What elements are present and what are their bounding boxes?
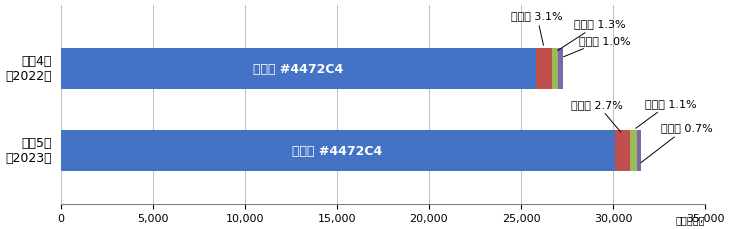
Bar — [61, 49, 537, 90]
Text: 著作権 2.7%: 著作権 2.7% — [571, 99, 623, 132]
Bar — [552, 49, 558, 90]
Bar — [537, 49, 552, 90]
Text: 特許権 0.7%: 特許権 0.7% — [641, 123, 712, 163]
Text: 商標権 #4472C4: 商標権 #4472C4 — [253, 63, 344, 76]
Bar — [637, 130, 641, 171]
Bar — [61, 130, 615, 171]
Text: 意匠権 1.3%: 意匠権 1.3% — [558, 19, 625, 51]
Text: 件数（件）: 件数（件） — [676, 214, 705, 224]
Text: 商標権 #4472C4: 商標権 #4472C4 — [293, 144, 383, 157]
Bar — [558, 49, 564, 90]
Bar — [615, 130, 630, 171]
Text: 意匠権 1.1%: 意匠権 1.1% — [636, 98, 696, 129]
Text: 特許権 1.0%: 特許権 1.0% — [564, 36, 631, 57]
Bar — [630, 130, 637, 171]
Text: 著作権 3.1%: 著作権 3.1% — [511, 11, 563, 46]
